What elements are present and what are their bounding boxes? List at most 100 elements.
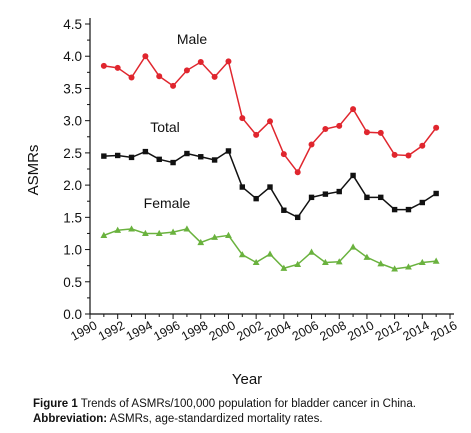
female-point (155, 229, 163, 237)
female-point (321, 258, 329, 266)
male-point (142, 53, 149, 60)
male-point (405, 152, 412, 159)
total-point (294, 214, 301, 221)
x-axis-ticks: 1990199219941996199820002002200420062008… (68, 314, 459, 344)
male-point (114, 64, 121, 71)
y-tick-label: 0.0 (63, 307, 82, 322)
female-point (377, 260, 385, 267)
male-point (322, 126, 329, 133)
abbreviation-text: ASMRs, age-standardized mortality rates. (107, 413, 323, 425)
total-point (198, 154, 204, 160)
figure-label: Figure 1 (33, 398, 78, 410)
female-point (391, 265, 399, 272)
total-point (142, 148, 149, 155)
total-point (364, 194, 370, 201)
total-point (184, 150, 190, 157)
male-point (170, 82, 177, 89)
total-series-label: Total (150, 119, 180, 135)
female-point (169, 228, 177, 235)
total-point (350, 172, 356, 179)
total-point (378, 194, 384, 201)
male-point (253, 131, 260, 138)
female-point (183, 225, 191, 232)
female-point (238, 251, 246, 258)
male-point (336, 122, 343, 129)
line-chart: 0.0 0.5 1.0 1.5 2.0 2.5 3.0 3.5 4.0 4.5 199019921… (25, 17, 459, 388)
y-tick-label: 3.5 (63, 81, 82, 96)
total-point (101, 153, 107, 159)
female-point (141, 229, 149, 237)
y-tick-label: 0.5 (63, 275, 82, 290)
y-tick-label: 1.5 (63, 210, 82, 225)
series-labels: Male Total Female (144, 31, 208, 211)
female-point (100, 231, 108, 238)
total-point (308, 194, 315, 201)
total-point (211, 157, 218, 163)
male-point (211, 73, 218, 80)
total-point (391, 206, 398, 213)
male-point (308, 141, 315, 148)
total-point (281, 207, 287, 213)
male-point (294, 169, 301, 176)
y-tick-label: 4.5 (63, 17, 82, 32)
y-tick-label: 2.5 (63, 146, 82, 161)
figure-caption: Figure 1 Trends of ASMRs/100,000 populat… (33, 397, 465, 412)
y-tick-label: 4.0 (63, 49, 82, 64)
male-point (350, 106, 357, 113)
female-point (308, 248, 315, 255)
female-point (266, 250, 274, 257)
total-point (419, 199, 426, 206)
total-point (128, 154, 135, 161)
male-point (419, 142, 426, 149)
total-point (267, 184, 273, 190)
x-axis-label: Year (232, 371, 262, 388)
total-point (156, 156, 162, 163)
female-line (103, 228, 437, 270)
male-point (239, 115, 246, 122)
female-point (225, 231, 232, 238)
female-point (405, 263, 412, 270)
y-tick-label: 3.0 (63, 114, 82, 129)
figure-caption-text: Trends of ASMRs/100,000 population for b… (77, 398, 416, 410)
male-point (267, 118, 273, 125)
male-point (377, 129, 384, 136)
x-tick-label: 2016 (428, 318, 459, 343)
female-point (418, 258, 426, 266)
total-point (225, 148, 232, 154)
male-point (280, 151, 287, 158)
total-point (322, 191, 329, 197)
male-point (363, 129, 370, 136)
female-point (211, 233, 219, 240)
male-point (128, 74, 135, 81)
female-point (280, 264, 288, 271)
female-point (294, 260, 302, 267)
male-point (156, 73, 163, 80)
total-point (405, 206, 412, 213)
female-point (197, 238, 205, 246)
male-point (433, 124, 440, 131)
y-tick-label: 1.0 (63, 243, 82, 258)
male-point (100, 62, 107, 69)
total-point (114, 152, 121, 159)
female-point (252, 258, 260, 266)
male-line (103, 54, 437, 174)
axes (89, 18, 454, 315)
total-point (433, 190, 439, 197)
y-axis-label: ASMRs (25, 145, 42, 196)
total-point (170, 159, 176, 166)
female-point (128, 225, 135, 232)
male-point (183, 67, 190, 74)
male-series-label: Male (177, 31, 208, 47)
female-series-label: Female (144, 195, 191, 211)
male-point (197, 59, 204, 66)
abbreviation-label: Abbreviation: (33, 413, 108, 425)
abbreviation-note: Abbreviation: ASMRs, age-standardized mo… (33, 412, 465, 427)
total-point (336, 188, 342, 195)
male-point (391, 151, 398, 158)
female-point (335, 258, 343, 265)
series-group (100, 53, 440, 272)
y-tick-label: 2.0 (63, 178, 82, 193)
female-point (349, 243, 357, 250)
total-point (239, 184, 246, 190)
total-point (253, 195, 259, 202)
